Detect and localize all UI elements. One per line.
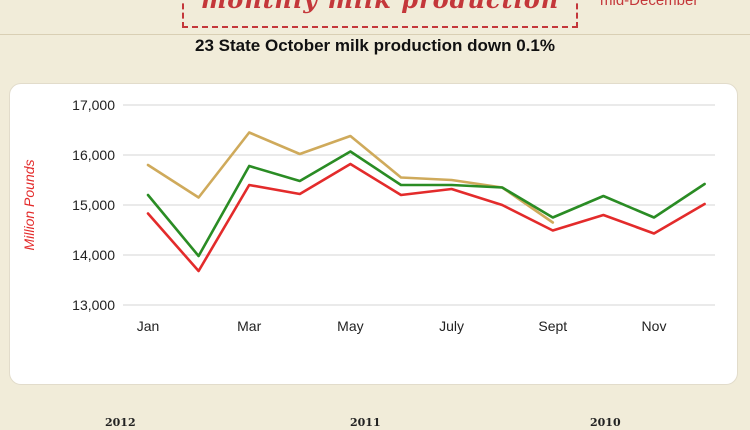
series-line-2011 (146, 150, 706, 258)
header-band (0, 0, 750, 35)
x-tick-label: Jan (137, 318, 160, 334)
y-tick-label: 15,000 (72, 197, 115, 213)
legend-item-2011: 2011 (350, 416, 381, 429)
y-tick-label: 17,000 (72, 97, 115, 113)
x-tick-label: Mar (237, 318, 261, 334)
series-line-2010 (146, 162, 706, 273)
y-tick-label: 14,000 (72, 247, 115, 263)
y-tick-label: 13,000 (72, 297, 115, 313)
y-tick-label: 16,000 (72, 147, 115, 163)
x-tick-label: Nov (642, 318, 667, 334)
x-tick-label: July (439, 318, 464, 334)
header-title: monthly milk production (184, 0, 576, 12)
header-title-box: monthly milk production (182, 0, 578, 28)
header-note: mid-December (600, 0, 699, 9)
x-tick-label: May (337, 318, 363, 334)
x-tick-label: Sept (538, 318, 567, 334)
y-axis-label: Million Pounds (21, 159, 37, 250)
legend-item-2010: 2010 (590, 416, 621, 429)
chart-panel: 13,000 14,000 15,000 16,000 17,000 Jan Mar May J… (9, 83, 738, 385)
series-line-2012 (146, 131, 555, 224)
chart-title: 23 State October milk production down 0.… (195, 36, 555, 55)
legend-item-2012: 2012 (105, 416, 136, 429)
line-chart: 13,000 14,000 15,000 16,000 17,000 Jan Mar May J… (21, 97, 715, 334)
